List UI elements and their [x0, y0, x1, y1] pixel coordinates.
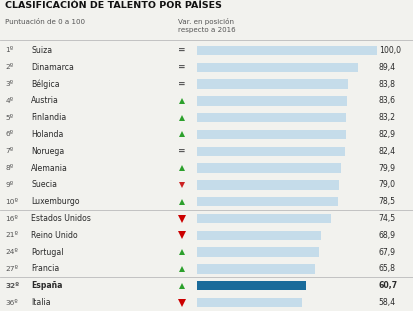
Bar — [196, 248, 318, 257]
Text: Noruega: Noruega — [31, 147, 64, 156]
Bar — [196, 197, 337, 207]
Bar — [196, 281, 305, 290]
Text: 74,5: 74,5 — [378, 214, 395, 223]
Bar — [196, 214, 330, 223]
Text: Austria: Austria — [31, 96, 59, 105]
Text: 82,4: 82,4 — [378, 147, 395, 156]
Text: 24º: 24º — [5, 249, 18, 255]
Text: 100,0: 100,0 — [378, 46, 400, 55]
Text: 83,6: 83,6 — [378, 96, 395, 105]
Bar — [196, 63, 357, 72]
Text: Finlandia: Finlandia — [31, 113, 66, 122]
Text: 82,9: 82,9 — [378, 130, 395, 139]
Text: Bélgica: Bélgica — [31, 79, 59, 89]
Text: 32º: 32º — [5, 283, 19, 289]
Bar — [196, 231, 320, 240]
Text: Reino Unido: Reino Unido — [31, 231, 78, 240]
Text: 10º: 10º — [5, 199, 18, 205]
Text: Holanda: Holanda — [31, 130, 63, 139]
Text: 83,8: 83,8 — [378, 80, 395, 89]
Text: 68,9: 68,9 — [378, 231, 395, 240]
Bar — [196, 79, 347, 89]
Bar — [196, 130, 345, 139]
Text: 79,9: 79,9 — [378, 164, 395, 173]
Text: Portugal: Portugal — [31, 248, 64, 257]
Text: CLASIFICACIÓN DE TALENTO POR PAÍSES: CLASIFICACIÓN DE TALENTO POR PAÍSES — [5, 1, 222, 10]
Text: 1º: 1º — [5, 48, 14, 53]
Text: 67,9: 67,9 — [378, 248, 395, 257]
Text: 36º: 36º — [5, 299, 18, 306]
Text: Estados Unidos: Estados Unidos — [31, 214, 91, 223]
Text: =: = — [178, 46, 185, 55]
Bar — [196, 113, 346, 123]
Text: Italia: Italia — [31, 298, 50, 307]
Text: =: = — [178, 63, 185, 72]
Text: 8º: 8º — [5, 165, 14, 171]
Text: Dinamarca: Dinamarca — [31, 63, 74, 72]
Text: Luxemburgo: Luxemburgo — [31, 197, 79, 206]
Text: =: = — [178, 80, 185, 89]
Text: 16º: 16º — [5, 216, 18, 221]
Bar — [196, 180, 338, 190]
Text: 4º: 4º — [5, 98, 14, 104]
Text: Alemania: Alemania — [31, 164, 68, 173]
Text: 83,2: 83,2 — [378, 113, 395, 122]
Text: 2º: 2º — [5, 64, 14, 70]
Text: Var. en posición
respecto a 2016: Var. en posición respecto a 2016 — [178, 18, 235, 34]
Text: =: = — [178, 147, 185, 156]
Bar — [196, 46, 376, 55]
Text: 27º: 27º — [5, 266, 18, 272]
Text: 78,5: 78,5 — [378, 197, 395, 206]
Bar — [196, 96, 347, 105]
Text: Francia: Francia — [31, 264, 59, 273]
Text: 58,4: 58,4 — [378, 298, 395, 307]
Text: 9º: 9º — [5, 182, 14, 188]
Text: 89,4: 89,4 — [378, 63, 395, 72]
Bar — [196, 264, 314, 274]
Text: España: España — [31, 281, 62, 290]
Text: 6º: 6º — [5, 132, 14, 137]
Text: 60,7: 60,7 — [378, 281, 397, 290]
Bar — [196, 298, 301, 307]
Bar — [196, 146, 344, 156]
Text: 65,8: 65,8 — [378, 264, 395, 273]
Text: 3º: 3º — [5, 81, 14, 87]
Text: 79,0: 79,0 — [378, 180, 395, 189]
Bar — [196, 163, 340, 173]
Text: Suecia: Suecia — [31, 180, 57, 189]
Text: 5º: 5º — [5, 115, 14, 121]
Text: Suiza: Suiza — [31, 46, 52, 55]
Text: Puntuación de 0 a 100: Puntuación de 0 a 100 — [5, 19, 85, 25]
Text: 7º: 7º — [5, 148, 14, 154]
Text: 21º: 21º — [5, 232, 18, 238]
